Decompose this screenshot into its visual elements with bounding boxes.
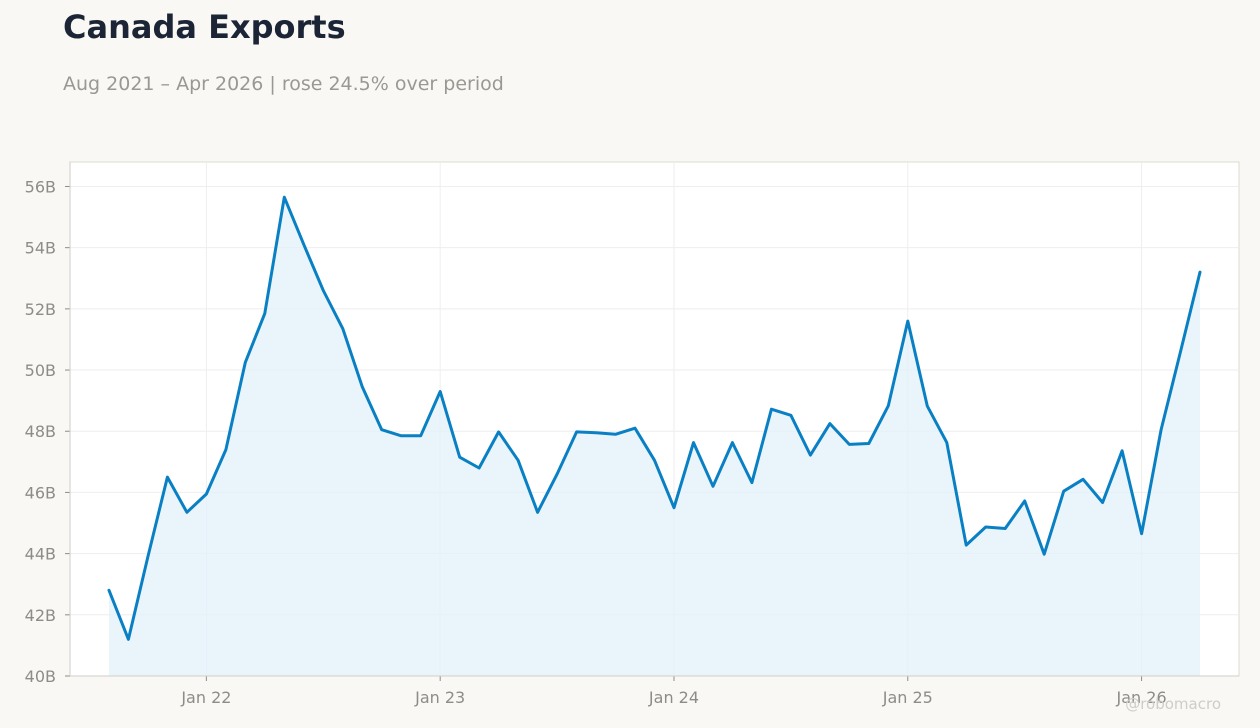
y-tick-label: 46B xyxy=(25,483,56,502)
y-tick-label: 56B xyxy=(25,177,56,196)
watermark: @robomacro xyxy=(1125,695,1221,713)
chart-subtitle: Aug 2021 – Apr 2026 | rose 24.5% over pe… xyxy=(63,73,504,95)
y-tick-label: 50B xyxy=(25,361,56,380)
y-tick-label: 48B xyxy=(25,422,56,441)
y-axis: 40B 42B 44B 46B 48B 50B 52B 54B 56B xyxy=(25,162,71,686)
y-tick-label: 40B xyxy=(25,667,56,686)
x-tick-label: Jan 22 xyxy=(180,688,231,707)
x-tick-label: Jan 23 xyxy=(414,688,465,707)
series-line xyxy=(107,195,1202,641)
y-tick-label: 44B xyxy=(25,545,56,564)
series-area xyxy=(109,197,1200,676)
x-tick-label: Jan 25 xyxy=(882,688,933,707)
x-tick-label: Jan 26 xyxy=(1116,688,1167,707)
x-tick-label: Jan 24 xyxy=(648,688,699,707)
x-axis: Jan 22 Jan 23 Jan 24 Jan 25 Jan 26 xyxy=(70,675,1239,707)
y-tick-label: 54B xyxy=(25,239,56,258)
chart-title: Canada Exports xyxy=(63,8,346,46)
y-tick-label: 52B xyxy=(25,300,56,319)
y-tick-label: 42B xyxy=(25,606,56,625)
